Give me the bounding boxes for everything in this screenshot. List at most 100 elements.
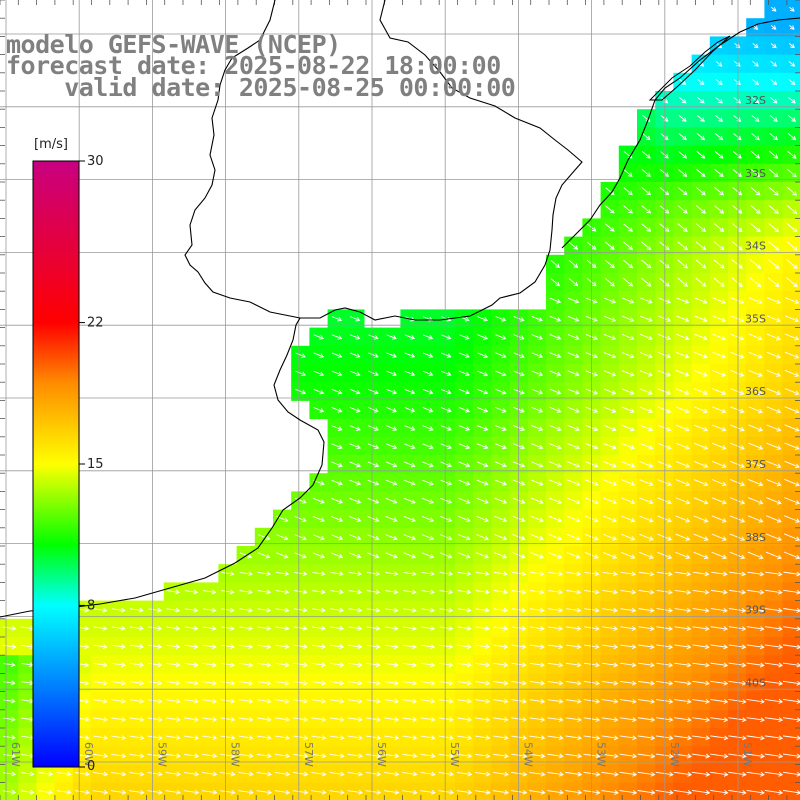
wind-arrow [440, 352, 452, 358]
wind-arrow [675, 460, 690, 468]
wind-arrow [238, 662, 254, 668]
wind-arrow [494, 534, 508, 541]
wind-arrow [238, 753, 254, 759]
wind-arrow [784, 442, 800, 450]
wind-arrow [331, 479, 343, 486]
wind-arrow [713, 205, 725, 214]
wind-arrow [715, 78, 723, 86]
wind-arrow [421, 644, 436, 650]
wind-arrow [420, 789, 436, 795]
wind-arrow [637, 735, 656, 741]
wind-arrow [547, 662, 564, 668]
wind-arrow [731, 223, 743, 233]
wind-arrow [404, 352, 416, 358]
wind-arrow [711, 533, 727, 541]
wind-arrow [476, 552, 490, 559]
wind-arrow [329, 698, 345, 704]
wind-arrow [783, 608, 800, 613]
wind-arrow [493, 680, 509, 686]
wind-arrow [365, 771, 382, 777]
wind-arrow [111, 607, 126, 613]
wind-arrow [732, 168, 743, 178]
wind-arrow [548, 497, 562, 505]
wind-arrow [639, 370, 653, 377]
wind-arrow [657, 551, 673, 559]
wind-arrow [111, 753, 127, 759]
wind-arrow [601, 789, 619, 795]
wind-arrow [766, 460, 782, 469]
wind-arrow [402, 644, 417, 650]
wind-arrow [402, 771, 418, 777]
wind-arrow [111, 680, 126, 686]
wind-arrow [475, 625, 490, 631]
wind-arrow [782, 662, 800, 668]
wind-arrow [422, 497, 434, 504]
wind-arrow [733, 78, 741, 86]
wind-arrow [111, 698, 127, 704]
wind-arrow [619, 753, 637, 759]
wind-arrow [788, 96, 796, 104]
wind-arrow [257, 662, 272, 668]
wind-arrow [623, 169, 633, 177]
wind-arrow [623, 187, 633, 196]
wind-arrow [421, 625, 436, 631]
wind-arrow [675, 551, 691, 560]
wind-arrow [674, 644, 692, 650]
wind-arrow [766, 297, 781, 304]
title-model: modelo GEFS-WAVE (NCEP) [6, 30, 341, 59]
wind-arrow [604, 277, 615, 287]
wind-arrow [93, 662, 108, 668]
wind-arrow [184, 625, 199, 631]
wind-arrow [696, 169, 706, 177]
wind-arrow [275, 662, 290, 668]
coastline-uruguay [300, 0, 583, 321]
wind-arrow [658, 352, 672, 359]
wind-arrow [678, 133, 687, 141]
wind-arrow [657, 388, 672, 395]
wind-arrow [331, 407, 343, 413]
wind-arrow [621, 406, 635, 414]
wind-arrow [166, 589, 181, 595]
wind-arrow [746, 644, 765, 650]
wind-arrow [601, 717, 619, 722]
wind-arrow [529, 644, 545, 650]
wind-arrow [713, 259, 725, 269]
wind-arrow [659, 187, 670, 196]
wind-arrow [674, 662, 692, 668]
wind-arrow [693, 479, 709, 487]
wind-arrow [710, 589, 728, 595]
wind-arrow [693, 424, 709, 432]
wind-arrow [166, 680, 181, 686]
wind-arrow [601, 771, 619, 777]
wind-arrow [547, 735, 564, 741]
wind-arrow [547, 753, 564, 759]
longitude-label: 53W [595, 742, 608, 767]
wind-arrow [458, 425, 471, 431]
wind-arrow [457, 680, 472, 686]
wind-arrow [710, 790, 729, 795]
wind-arrow [746, 607, 765, 613]
wind-arrow [549, 424, 562, 432]
wind-arrow [730, 315, 745, 323]
wind-arrow [746, 699, 765, 704]
title-forecast-date: forecast date: 2025-08-22 18:00:00 [6, 51, 501, 80]
wind-arrow [421, 552, 435, 559]
wind-arrow [385, 552, 398, 559]
wind-arrow [789, 25, 795, 30]
wind-arrow [293, 735, 309, 741]
wind-arrow [601, 753, 619, 759]
wind-arrow [567, 479, 581, 486]
wind-arrow [676, 370, 690, 377]
wind-arrow [477, 316, 488, 322]
wind-arrow [329, 771, 345, 777]
wind-arrow [494, 515, 508, 523]
wind-arrow [366, 717, 381, 722]
wind-arrow [657, 497, 672, 505]
wind-arrow [56, 789, 72, 795]
wind-arrow [330, 516, 344, 523]
wind-arrow [495, 316, 507, 322]
wind-arrow [275, 680, 290, 686]
wind-arrow [313, 388, 325, 395]
wind-arrow [531, 352, 543, 359]
wind-arrow [711, 551, 728, 560]
